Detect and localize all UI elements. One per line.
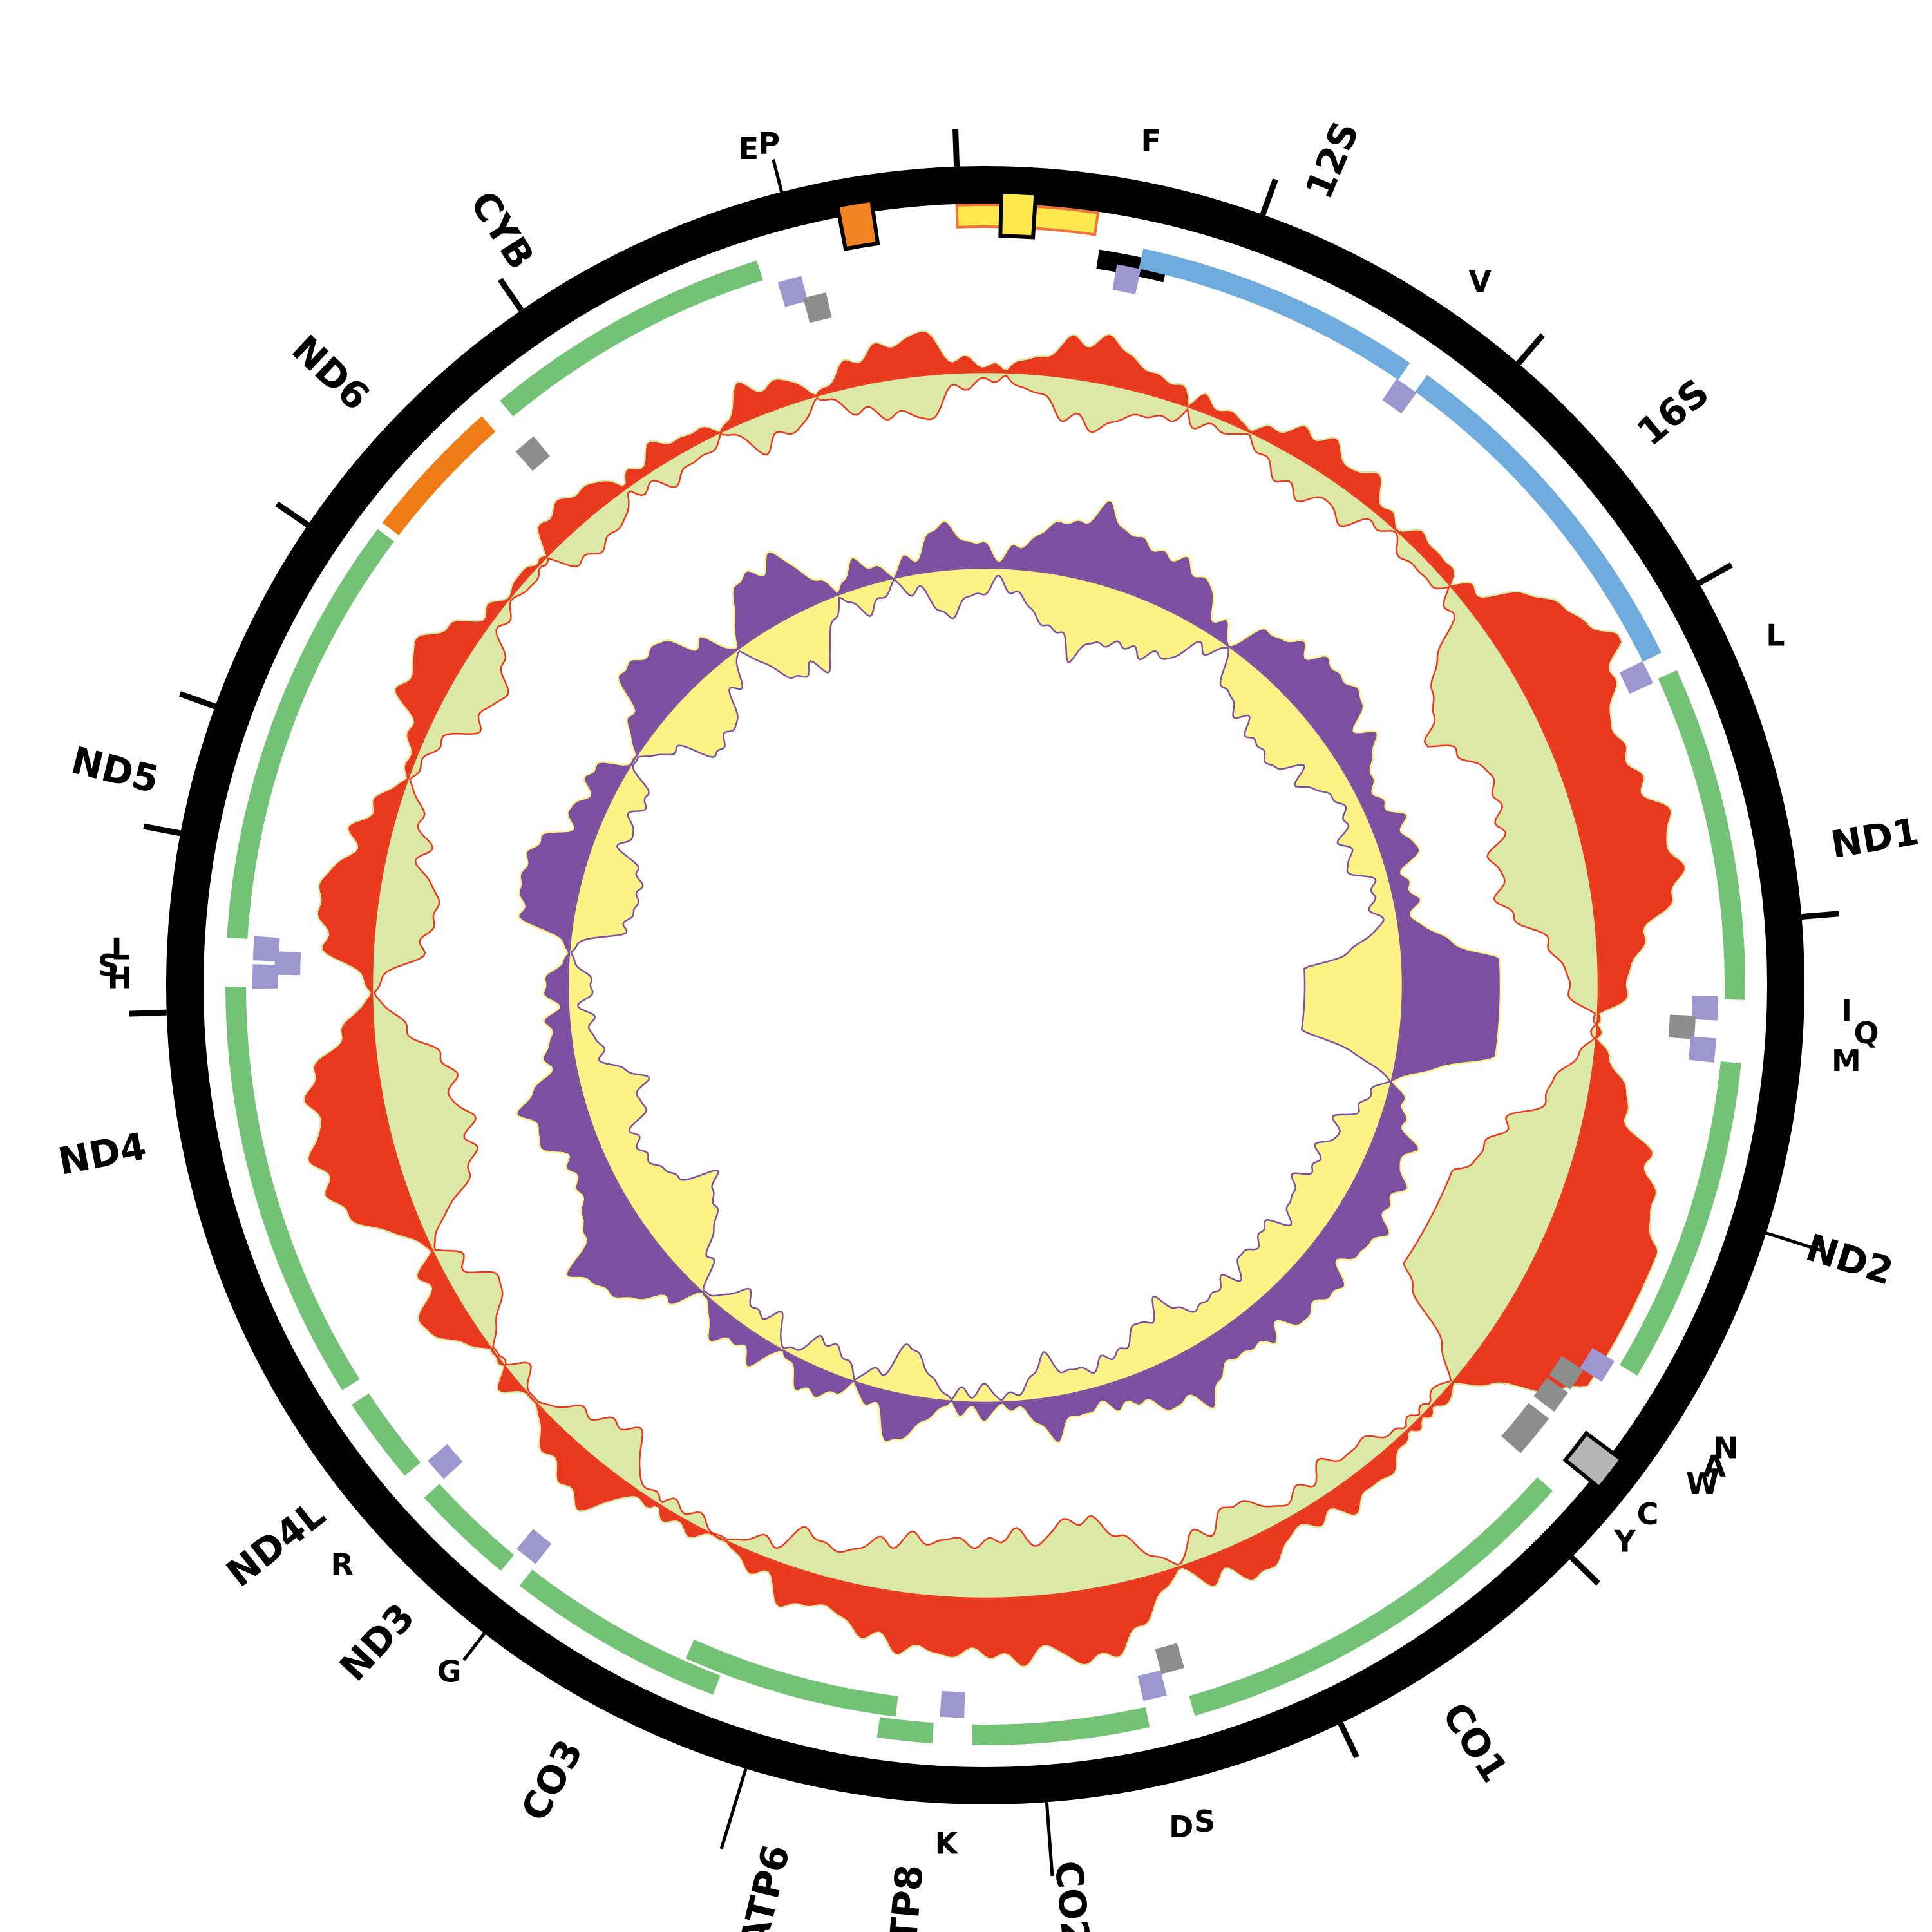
trna-label-F: F [1141,124,1160,158]
trna-label-S: S [98,948,119,983]
gene-arc-ND6 [382,416,496,536]
trna-dash-E [777,276,808,307]
position-tick [1516,333,1545,366]
position-tick [178,691,216,710]
trna-dash-F [1112,264,1141,294]
gene-arc-CO2 [972,1707,1150,1745]
trna-dash-V [1382,379,1417,414]
label-connector-G [462,1632,486,1662]
gene-arc-ND5 [227,529,394,939]
gene-label-ATP6: ATP6 [731,1841,798,1932]
gene-label-CYB: CYB [462,184,544,277]
gene-label-ND5: ND5 [67,738,163,802]
trna-dash-W [1580,1348,1615,1382]
trna-dash-N [1533,1378,1568,1412]
trna-label-D: D [1169,1810,1193,1844]
gene-label-12S: 12S [1297,115,1368,205]
trna-dash-K [940,1690,965,1718]
trna-label-A: A [1703,1448,1726,1483]
gene-arc-ATP8 [876,1717,934,1744]
trna-label-R: R [331,1547,354,1582]
trna-dash-Y [1501,1419,1536,1454]
trna-label-G: G [437,1654,462,1689]
trna-dash-R [428,1444,463,1479]
outer-mirrored-track-inward [371,371,1600,1600]
trna-label-W: W [1686,1466,1719,1501]
gene-arc-12S [1139,249,1410,380]
trna-dash-S [1155,1643,1184,1674]
position-tick [1338,1722,1359,1759]
trna-label-N: N [1714,1431,1739,1466]
position-tick [497,278,524,312]
trna-label-C: C [1637,1497,1659,1531]
gene-label-ATP8: ATP8 [879,1863,932,1932]
trna-label-I: I [1841,994,1852,1028]
gene-label-CO3: CO3 [513,1732,592,1828]
trna-dash-S [274,951,301,976]
position-tick [952,129,960,167]
gene-label-ND4L: ND4L [218,1492,334,1595]
gene-arc-ND4L [352,1393,421,1476]
yellow-origin-square [998,190,1038,240]
trna-dash [515,436,550,471]
gray-origin-square [1562,1430,1624,1491]
trna-dash-H [252,964,279,989]
position-tick [1260,178,1278,216]
trna-dash-M [1688,1036,1716,1063]
gene-arc-CYB [500,260,763,417]
trna-dash-P [803,292,832,323]
trna-label-M: M [1832,1043,1861,1078]
gene-arc-ND4 [225,987,360,1390]
gene-label-ND4: ND4 [55,1124,149,1183]
trna-label-S: S [1194,1804,1215,1839]
trna-dash-G [516,1529,552,1564]
position-tick [275,501,310,527]
trna-label-K: K [935,1826,960,1861]
trna-dash-A [1549,1356,1584,1390]
trna-label-E: E [739,131,759,166]
label-connector-ND2 [1765,1231,1823,1253]
trna-dash-L [1619,661,1653,694]
position-tick [1801,911,1839,920]
inner-mirrored-track-inward [567,567,1404,1404]
trna-label-H: H [108,960,133,995]
gene-arc-16S [1415,375,1662,662]
gene-label-ND6: ND6 [283,327,378,419]
gene-label-CO2: CO2 [1046,1859,1098,1932]
position-tick [143,823,181,837]
trna-dash-D [1137,1670,1167,1701]
gene-label-16S: 16S [1629,370,1718,455]
trna-dash-Q [1668,1014,1696,1039]
gene-arc-CO3 [519,1569,721,1695]
gene-label-ND3: ND3 [331,1595,423,1690]
gene-arc-CO1 [1189,1477,1553,1716]
label-connector-CO2 [1045,1802,1054,1877]
trna-label-Q: Q [1853,1016,1879,1050]
gene-label-CO1: CO1 [1434,1695,1517,1790]
gene-arc-ATP6 [685,1639,898,1717]
trna-label-V: V [1468,264,1492,299]
gene-label-ND2: ND2 [1801,1226,1898,1294]
position-tick [1569,1555,1601,1586]
gene-arc-ND1 [1658,670,1746,1000]
label-connector-ATP6 [719,1768,748,1850]
trna-dash-I [1691,996,1718,1021]
trna-label-L: L [111,932,130,967]
genome-ring [166,166,1804,1804]
trna-dash-C [1514,1403,1549,1437]
position-tick [1697,562,1733,586]
trna-dash-L [252,936,280,961]
gene-arc-ND3 [424,1484,515,1571]
trna-label-L: L [1766,618,1785,652]
trna-label-P: P [758,126,780,160]
gene-label-ND1: ND1 [1828,810,1922,867]
label-connector-E-P [772,158,784,193]
trna-label-Y: Y [1614,1524,1636,1558]
position-tick [129,1009,167,1017]
gene-arc-black-arc [1096,249,1168,283]
gene-arc-ND2 [1620,1061,1741,1376]
orange-origin-square [835,198,880,251]
